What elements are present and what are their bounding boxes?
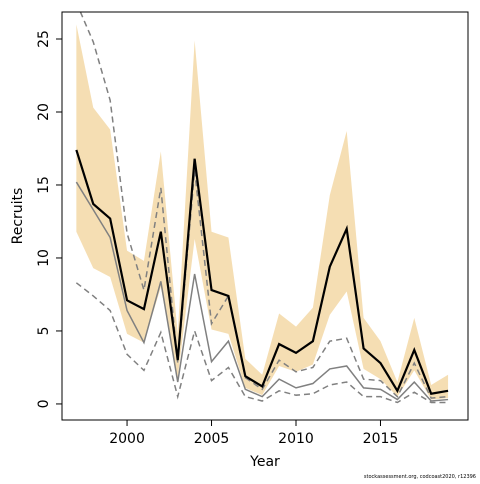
plot-area: [75, 12, 449, 404]
y-tick-label: 20: [36, 103, 52, 121]
plot-frame: [61, 11, 469, 421]
y-axis-label: Recruits: [10, 188, 26, 245]
y-tick-label: 25: [36, 30, 52, 48]
y-tick-label: 10: [36, 249, 52, 267]
y-tick-label: 15: [36, 176, 52, 194]
series-line: [79, 12, 449, 399]
series-line: [75, 181, 449, 402]
x-tick-label: 2010: [278, 431, 314, 447]
x-tick-label: 2005: [194, 431, 230, 447]
y-tick-label: 0: [36, 399, 52, 408]
y-tick-label: 5: [36, 326, 52, 335]
series-line: [75, 149, 449, 395]
series-line: [75, 282, 449, 404]
x-axis-label: Year: [249, 454, 280, 470]
footnote: stockassessment.org, codcoast2020, r1239…: [364, 474, 476, 480]
x-tick-label: 2015: [363, 431, 399, 447]
confidence-band: [76, 24, 449, 400]
x-tick-label: 2000: [109, 431, 145, 447]
